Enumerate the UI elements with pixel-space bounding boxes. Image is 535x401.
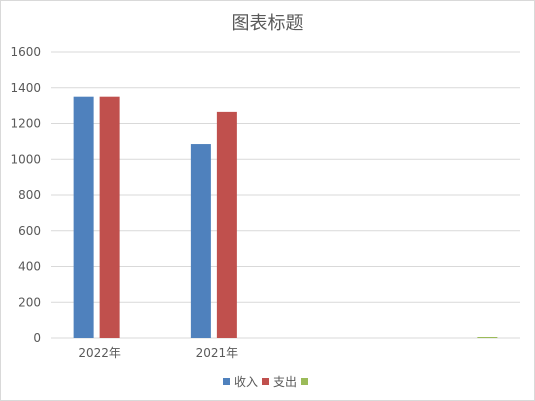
legend: 收入 支出 (1, 373, 534, 390)
y-tick-label: 1400 (10, 81, 41, 95)
chart-title: 图表标题 (231, 13, 304, 34)
y-tick-label: 1600 (10, 45, 41, 59)
legend-swatch (301, 378, 309, 385)
y-tick-label: 200 (18, 295, 41, 309)
bar (190, 144, 211, 338)
x-tick-label: 2021年 (196, 346, 239, 360)
legend-entry (301, 378, 312, 385)
legend-label: 收入 (233, 375, 258, 389)
bar (99, 96, 120, 338)
legend-entry: 支出 (262, 373, 297, 390)
y-tick-label: 0 (33, 331, 41, 345)
legend-swatch (222, 378, 230, 385)
y-tick-label: 600 (18, 224, 41, 238)
y-tick-label: 1000 (10, 152, 41, 166)
x-tick-label: 2022年 (78, 346, 121, 360)
y-tick-label: 800 (18, 188, 41, 202)
bar (73, 96, 94, 338)
y-tick-label: 1200 (10, 117, 41, 131)
legend-swatch (262, 378, 269, 385)
bar (216, 111, 237, 338)
legend-label: 支出 (273, 375, 298, 389)
y-tick-label: 400 (18, 260, 41, 274)
legend-entry: 收入 (222, 373, 258, 390)
bar (477, 337, 498, 338)
